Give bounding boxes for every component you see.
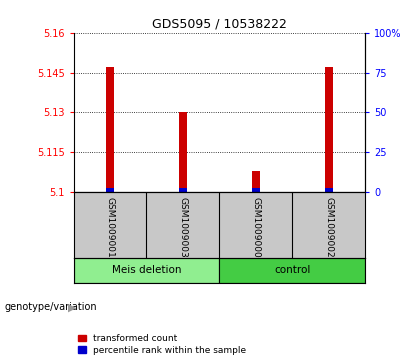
Text: GSM1009002: GSM1009002 [324,197,333,258]
Text: control: control [274,265,311,275]
Text: ▶: ▶ [68,302,77,313]
Title: GDS5095 / 10538222: GDS5095 / 10538222 [152,17,287,30]
Bar [74,257,220,283]
Bar [325,188,333,192]
Text: GSM1009001: GSM1009001 [105,197,115,258]
Text: GSM1009003: GSM1009003 [178,197,187,258]
Text: genotype/variation: genotype/variation [4,302,97,312]
Bar [252,188,260,192]
Bar [252,171,260,192]
Bar [178,188,187,192]
Bar [220,257,365,283]
Bar [325,67,333,192]
Text: Meis deletion: Meis deletion [112,265,181,275]
Bar [105,188,114,192]
Text: GSM1009000: GSM1009000 [252,197,260,258]
Bar [178,113,187,192]
Legend: transformed count, percentile rank within the sample: transformed count, percentile rank withi… [78,334,247,355]
Bar [105,67,114,192]
